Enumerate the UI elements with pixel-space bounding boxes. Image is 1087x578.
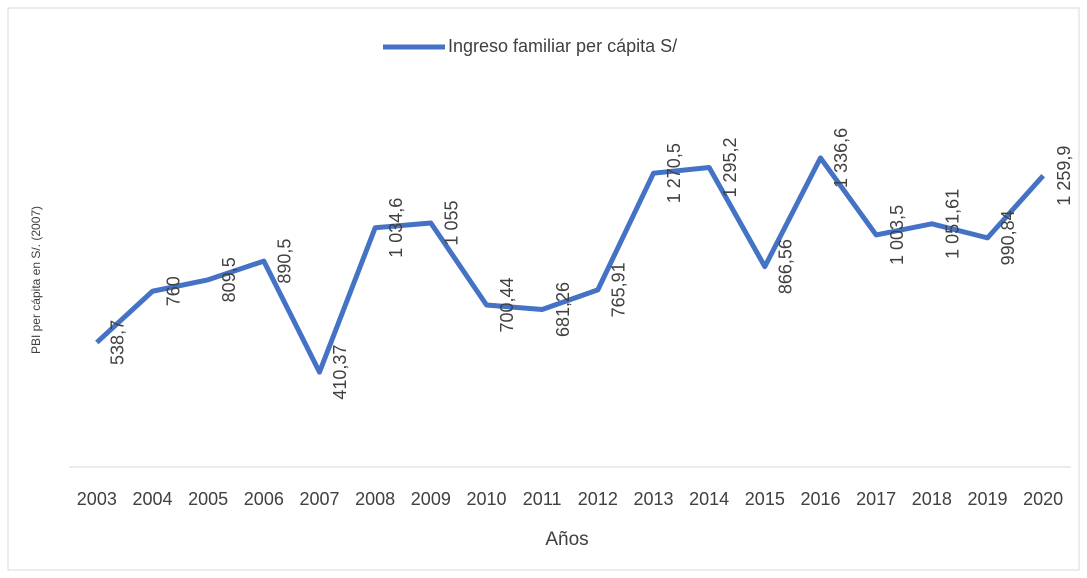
data-label: 700,44 bbox=[497, 277, 517, 332]
x-tick-label: 2005 bbox=[188, 489, 228, 509]
data-label: 890,5 bbox=[275, 239, 295, 284]
data-label: 1 295,2 bbox=[720, 137, 740, 197]
data-label: 1 051,61 bbox=[943, 189, 963, 259]
x-tick-label: 2014 bbox=[689, 489, 729, 509]
data-label: 1 055 bbox=[442, 201, 462, 246]
x-tick-label: 2012 bbox=[578, 489, 618, 509]
x-tick-label: 2020 bbox=[1023, 489, 1063, 509]
data-label: 1 270,5 bbox=[664, 143, 684, 203]
x-tick-label: 2008 bbox=[355, 489, 395, 509]
data-label: 410,37 bbox=[330, 345, 350, 400]
x-tick-label: 2011 bbox=[523, 489, 562, 509]
x-tick-label: 2004 bbox=[132, 489, 172, 509]
x-tick-label: 2009 bbox=[411, 489, 451, 509]
data-label: 1 259,9 bbox=[1054, 146, 1074, 206]
data-line bbox=[95, 155, 1046, 375]
data-label: 1 003,5 bbox=[887, 205, 907, 265]
x-tick-label: 2016 bbox=[800, 489, 840, 509]
y-axis-title: PBI per cápita en S/. (2007) bbox=[29, 206, 43, 354]
data-label: 990,84 bbox=[998, 210, 1018, 265]
legend-label: Ingreso familiar per cápita S/ bbox=[448, 36, 677, 56]
x-tick-label: 2007 bbox=[299, 489, 339, 509]
x-tick-label: 2019 bbox=[967, 489, 1007, 509]
chart-border bbox=[7, 7, 1080, 571]
x-tick-label: 2013 bbox=[633, 489, 673, 509]
x-axis-title: Años bbox=[545, 529, 588, 550]
x-tick-label: 2003 bbox=[77, 489, 117, 509]
x-tick-label: 2015 bbox=[745, 489, 785, 509]
data-label: 760 bbox=[163, 276, 183, 306]
x-tick-label: 2018 bbox=[912, 489, 952, 509]
x-tick-label: 2010 bbox=[466, 489, 506, 509]
data-label: 538,7 bbox=[108, 320, 128, 365]
data-label: 1 336,6 bbox=[831, 128, 851, 188]
data-label: 809,5 bbox=[219, 257, 239, 302]
data-label: 681,26 bbox=[553, 282, 573, 337]
x-tick-label: 2006 bbox=[244, 489, 284, 509]
data-label: 1 034,6 bbox=[386, 198, 406, 258]
data-label: 866,56 bbox=[776, 239, 796, 294]
x-tick-label: 2017 bbox=[856, 489, 896, 509]
data-label: 765,91 bbox=[609, 262, 629, 317]
